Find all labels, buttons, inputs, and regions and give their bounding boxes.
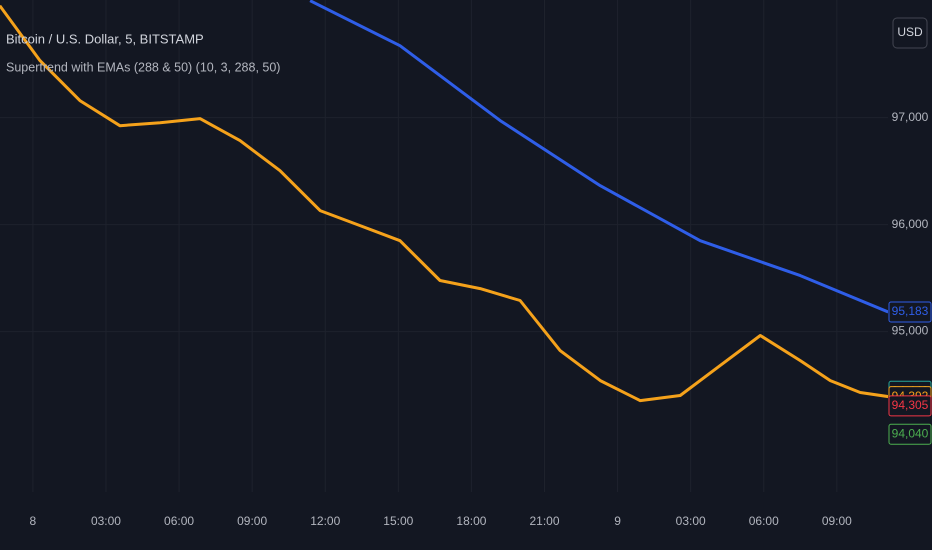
price-tag [888, 301, 932, 323]
x-tick-label: 21:00 [529, 514, 559, 528]
y-tick-label: 95,000 [892, 324, 929, 338]
axes: 8 03:00 06:00 09:00 12:00 15:00 18:00 21:00 9 03:… [30, 110, 932, 528]
currency-button[interactable] [892, 17, 928, 49]
x-tick-label: 09:00 [822, 514, 852, 528]
x-tick-label: 9 [614, 514, 621, 528]
price-tag-label: 94,305 [892, 398, 929, 412]
y-tick-label: 97,000 [892, 110, 929, 124]
x-tick-label: 06:00 [749, 514, 779, 528]
plot-area [0, 0, 888, 403]
x-tick-label: 03:00 [676, 514, 706, 528]
x-tick-label: 18:00 [456, 514, 486, 528]
x-tick-label: 12:00 [310, 514, 340, 528]
ema-line [0, 4, 888, 403]
price-tag [888, 423, 932, 445]
currency-label[interactable]: USD [897, 25, 923, 39]
x-tick-label: 8 [30, 514, 37, 528]
indicator-label: Supertrend with EMAs (288 & 50) (10, 3, … [6, 60, 280, 74]
price-tag-label: 95,183 [892, 304, 929, 318]
x-tick-label: 09:00 [237, 514, 267, 528]
ema-line [309, 0, 888, 314]
y-tick-label: 96,000 [892, 217, 929, 231]
chart-title: Bitcoin / U.S. Dollar, 5, BITSTAMP [6, 31, 204, 46]
price-tag [888, 395, 932, 417]
grid [0, 0, 888, 492]
x-tick-label: 03:00 [91, 514, 121, 528]
x-tick-label: 15:00 [383, 514, 413, 528]
price-tag-label: 94,040 [892, 426, 929, 440]
x-tick-label: 06:00 [164, 514, 194, 528]
